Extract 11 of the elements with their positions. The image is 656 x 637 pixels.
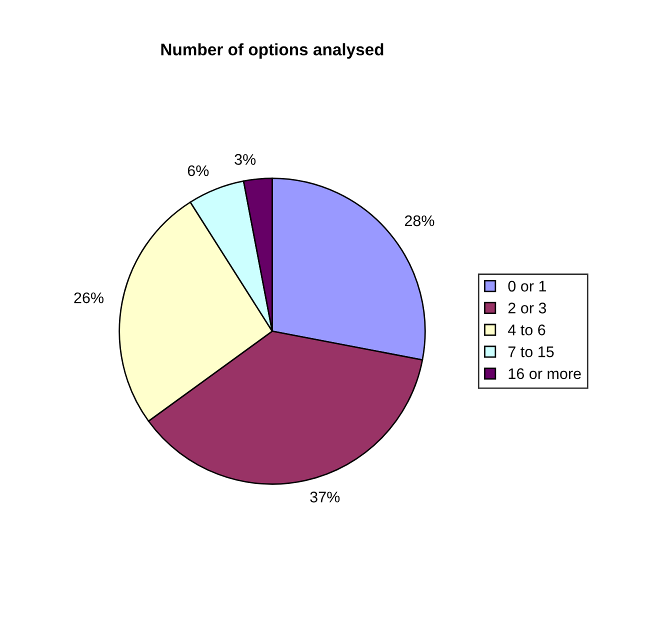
legend-label: 2 or 3 [508,302,546,314]
legend-label: 0 or 1 [508,280,546,292]
data-label: 26% [74,292,104,304]
legend-label: 7 to 15 [508,346,554,358]
data-label: 28% [404,215,434,226]
data-label: 37% [310,492,340,502]
legend-label: 4 to 6 [508,324,546,336]
legend-label: 16 or more [508,368,581,380]
data-label: 3% [234,154,256,165]
chart-title: Number of options analysed [161,43,384,59]
data-label: 6% [188,165,209,176]
